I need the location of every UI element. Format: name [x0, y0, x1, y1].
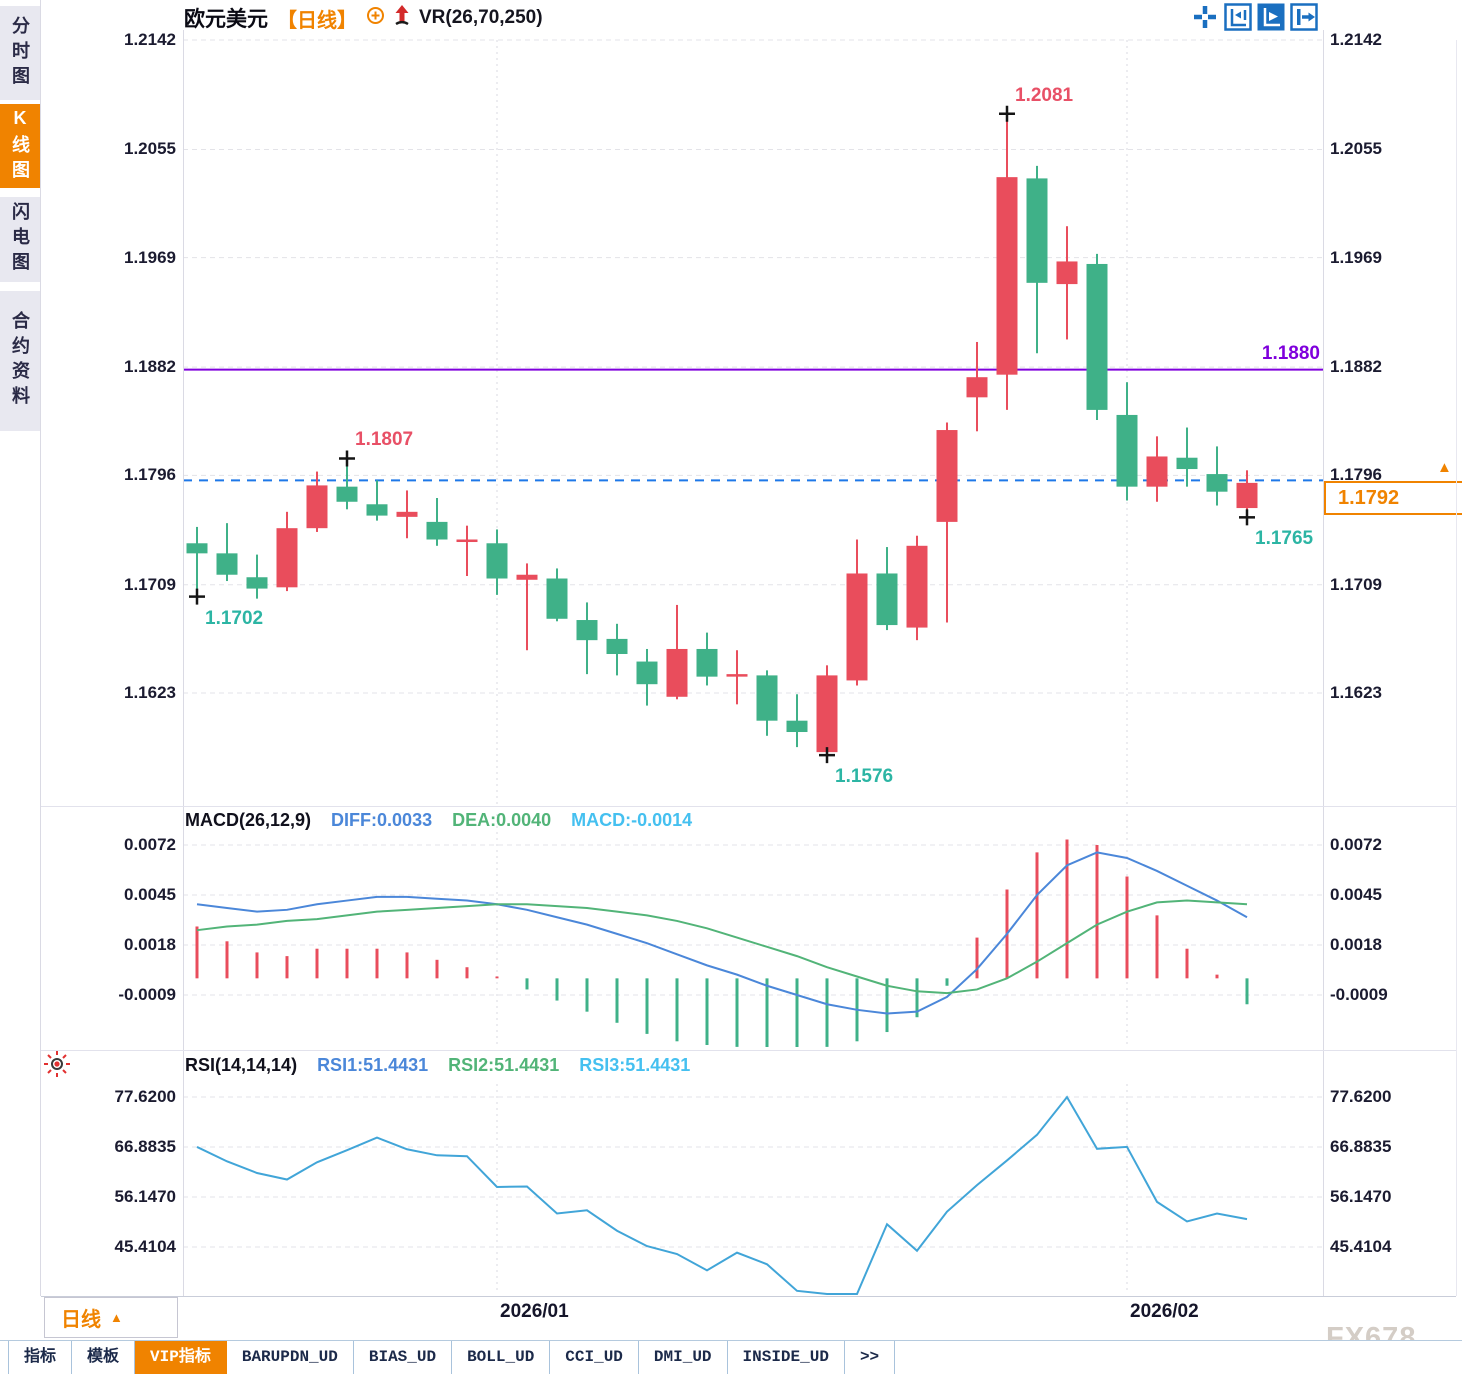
axis-adjust-icon[interactable] — [1224, 3, 1252, 31]
right-edge-border — [1456, 40, 1457, 1296]
price-axis-label-left: 1.1969 — [124, 247, 176, 267]
symbol-name: 欧元美元 — [184, 8, 268, 31]
price-axis-label-right: 1.1969 — [1330, 247, 1382, 267]
macd-axis-label-left: -0.0009 — [118, 985, 176, 1004]
chart-toolbar — [1191, 3, 1318, 31]
tab-insideud[interactable]: INSIDE_UD — [728, 1341, 845, 1374]
triangle-up-icon: ▲ — [110, 1310, 123, 1325]
macd-axis-label-left: 0.0072 — [124, 835, 176, 854]
price-axis-label-left: 1.1882 — [124, 357, 176, 377]
rsi-title: RSI(14,14,14) — [185, 1055, 298, 1075]
rsi-axis-label-right: 45.4104 — [1330, 1237, 1392, 1256]
rsi-axis-label-left: 77.6200 — [114, 1087, 176, 1106]
indicator-name: VR(26,70,250) — [419, 7, 543, 28]
price-axis-label-left: 1.2055 — [124, 139, 176, 159]
macd-axis-label-left: 0.0018 — [124, 935, 176, 954]
rsi-axis-label-left: 45.4104 — [114, 1237, 176, 1256]
current-price-box: 1.1792 — [1324, 481, 1462, 515]
macd-dea-reading: DEA:0.0040 — [452, 810, 552, 830]
price-up-arrow-icon: ▲ — [1437, 459, 1452, 476]
plot-left-border — [183, 30, 184, 1296]
price-axis-label-right: 1.1796 — [1330, 465, 1382, 485]
sun-marker-icon — [43, 1050, 71, 1083]
macd-axis-label-right: 0.0072 — [1330, 835, 1382, 854]
jump-latest-icon[interactable] — [1290, 3, 1318, 31]
x-axis-label-jan: 2026/01 — [500, 1301, 569, 1322]
price-axis-label-right: 1.2142 — [1330, 30, 1382, 49]
macd-axis-label-right: -0.0009 — [1330, 985, 1388, 1004]
swing-low-label: 1.1765 — [1255, 528, 1314, 550]
plot-right-border — [1323, 30, 1324, 1296]
price-axis-label-right: 1.1882 — [1330, 357, 1382, 377]
rsi1-reading: RSI1:51.4431 — [317, 1055, 429, 1075]
price-axis-label-right: 1.1709 — [1330, 574, 1382, 594]
x-axis-label-feb: 2026/02 — [1130, 1301, 1199, 1322]
tab-vip指标[interactable]: VIP指标 — [135, 1341, 227, 1374]
rsi-axis-label-right: 77.6200 — [1330, 1087, 1392, 1106]
macd-axis-label-right: 0.0018 — [1330, 935, 1382, 954]
tab-[interactable]: >> — [845, 1341, 896, 1374]
price-axis-label-left: 1.1796 — [124, 465, 176, 485]
price-axis-label-left: 1.1623 — [124, 683, 176, 702]
swing-high-label: 1.2081 — [1015, 84, 1074, 106]
sidebar-item-kline-chart[interactable]: K线图 — [0, 104, 40, 188]
tab-bollud[interactable]: BOLL_UD — [452, 1341, 551, 1374]
price-axis-label-left: 1.2142 — [124, 30, 176, 49]
purple-level-label: 1.1880 — [1261, 343, 1320, 364]
sidebar-item-timeline-chart[interactable]: 分时图 — [0, 6, 40, 100]
axis-play-icon[interactable] — [1257, 3, 1285, 31]
tab-dmiud[interactable]: DMI_UD — [639, 1341, 728, 1374]
swing-low-label: 1.1576 — [835, 766, 894, 788]
crosshair-icon[interactable] — [1191, 3, 1219, 31]
swing-low-label: 1.1702 — [205, 607, 264, 629]
macd-axis-label-left: 0.0045 — [124, 885, 176, 904]
price-axis-label-right: 1.2055 — [1330, 139, 1382, 159]
red-up-arrow-icon — [394, 4, 410, 32]
macd-axis-label-right: 0.0045 — [1330, 885, 1382, 904]
tab-cciud[interactable]: CCI_UD — [550, 1341, 639, 1374]
price-axis-label-left: 1.1709 — [124, 574, 176, 594]
price-axis-label-right: 1.1623 — [1330, 683, 1382, 702]
panel-divider-2 — [41, 1050, 1456, 1051]
period-selector-label: 日线 — [61, 1309, 101, 1331]
rsi-axis-label-left: 66.8835 — [114, 1136, 176, 1156]
rsi3-reading: RSI3:51.4431 — [579, 1055, 691, 1075]
tab-biasud[interactable]: BIAS_UD — [354, 1341, 453, 1374]
tab-指标[interactable]: 指标 — [8, 1341, 73, 1374]
rsi-title-row: RSI(14,14,14) RSI1:51.4431 RSI2:51.4431 … — [185, 1055, 690, 1076]
sidebar-item-lightning-chart[interactable]: 闪电图 — [0, 197, 40, 282]
rsi-axis-label-right: 56.1470 — [1330, 1186, 1392, 1206]
tab-模板[interactable]: 模板 — [72, 1341, 136, 1374]
chart-header: 欧元美元 【日线】 VR(26,70,250) — [184, 3, 543, 33]
period-tag: 【日线】 — [277, 9, 357, 32]
rsi-axis-label-left: 56.1470 — [114, 1186, 176, 1206]
panel-divider-1 — [41, 806, 1456, 807]
rsi-axis-label-right: 66.8835 — [1330, 1136, 1392, 1156]
indicator-tab-bar: 指标 模板 VIP指标 BARUPDN_UD BIAS_UD BOLL_UD CCI_UD D… — [0, 1340, 1462, 1374]
add-circle-icon[interactable] — [366, 6, 385, 30]
sidebar-divider — [40, 0, 41, 1296]
x-axis-border — [41, 1296, 1456, 1297]
macd-title-row: MACD(26,12,9) DIFF:0.0033 DEA:0.0040 MAC… — [185, 810, 692, 831]
macd-diff-reading: DIFF:0.0033 — [331, 810, 433, 830]
tab-barupdnud[interactable]: BARUPDN_UD — [227, 1341, 354, 1374]
sidebar-item-contract-info[interactable]: 合约资料 — [0, 291, 40, 431]
macd-title: MACD(26,12,9) — [185, 810, 312, 830]
swing-high-label: 1.1807 — [355, 429, 414, 451]
period-selector[interactable]: 日线 ▲ — [44, 1297, 178, 1338]
rsi2-reading: RSI2:51.4431 — [448, 1055, 560, 1075]
macd-hist-reading: MACD:-0.0014 — [571, 810, 693, 830]
